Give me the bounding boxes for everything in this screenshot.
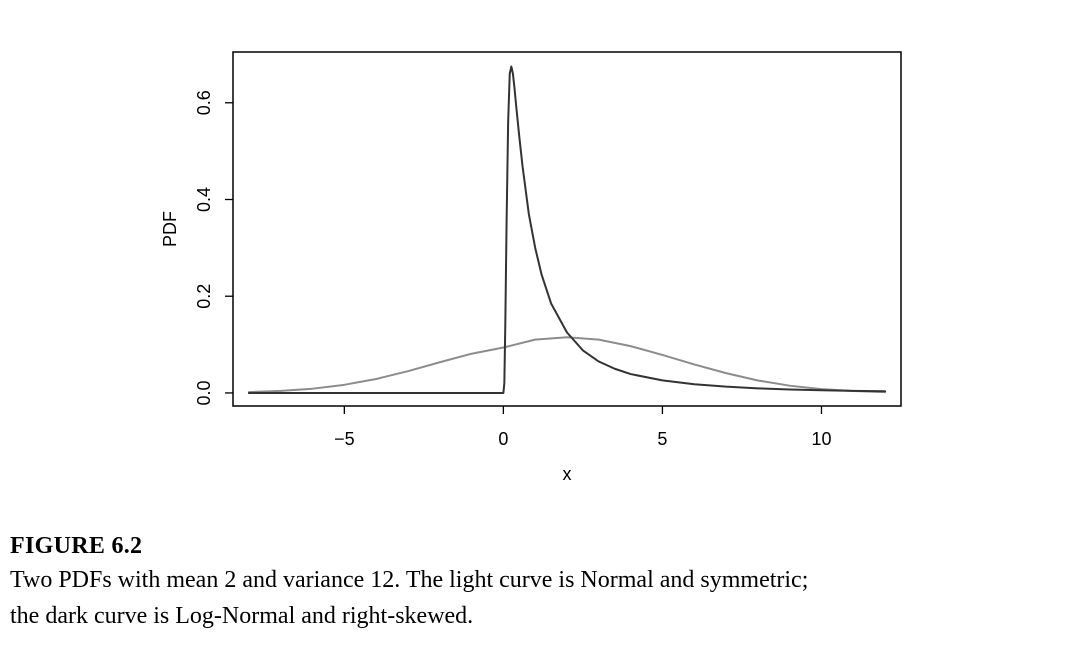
figure-caption: FIGURE 6.2 Two PDFs with mean 2 and vari… (10, 530, 1080, 634)
x-axis-label: x (563, 464, 572, 484)
dark-curve (247, 65, 887, 394)
y-axis: 0.0 0.2 0.4 0.6 (194, 90, 233, 405)
figure-label: FIGURE 6.2 (10, 533, 143, 559)
light-curve (247, 336, 887, 394)
y-tick-label: 0.0 (194, 380, 214, 405)
pdf-chart: −5 0 5 10 0.0 0.2 0.4 0.6 x PDF (160, 51, 902, 484)
y-tick-label: 0.2 (194, 284, 214, 309)
plot-frame (232, 51, 902, 407)
x-tick-label: −5 (334, 429, 355, 449)
y-tick-label: 0.6 (194, 90, 214, 115)
y-axis-label: PDF (160, 211, 180, 247)
x-tick-label: 5 (657, 429, 667, 449)
caption-line-1: Two PDFs with mean 2 and variance 12. Th… (10, 567, 809, 593)
x-axis: −5 0 5 10 (334, 406, 831, 449)
x-tick-label: 10 (811, 429, 831, 449)
x-tick-label: 0 (498, 429, 508, 449)
series-layer (247, 65, 887, 394)
caption-line-2: the dark curve is Log-Normal and right-s… (10, 603, 474, 629)
y-tick-label: 0.4 (194, 187, 214, 212)
